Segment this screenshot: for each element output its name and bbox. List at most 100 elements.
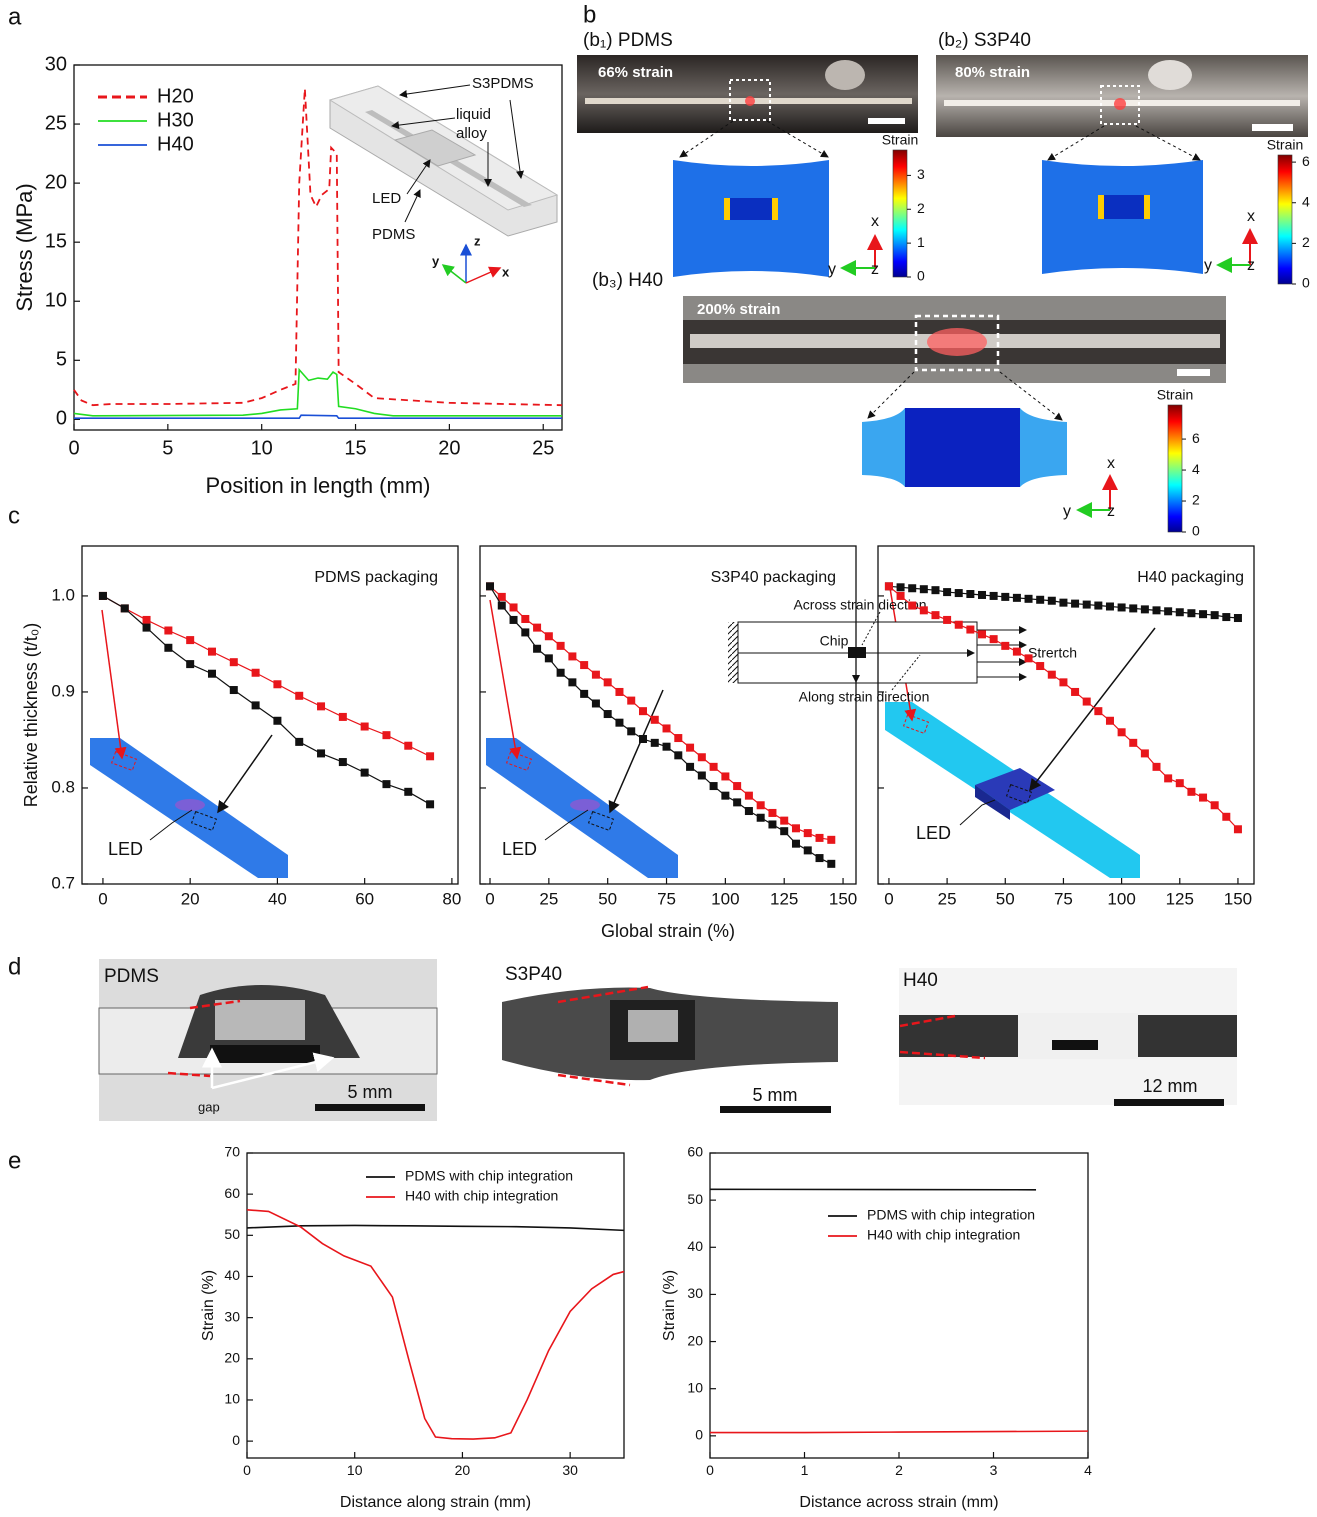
data-point	[580, 690, 588, 698]
data-point	[978, 630, 986, 638]
data-point	[816, 834, 824, 842]
data-point	[908, 584, 916, 592]
data-point	[604, 678, 612, 686]
colorbar-tick-label: 4	[1302, 193, 1310, 209]
y-tick-label: 70	[224, 1144, 240, 1160]
y-tick-label: 15	[45, 230, 67, 252]
data-point	[1059, 678, 1067, 686]
x-axis-label: Position in length (mm)	[206, 473, 431, 498]
y-tick-label: 0.8	[51, 777, 75, 796]
y-axis-label: Strain (%)	[200, 1270, 217, 1341]
data-point	[1141, 605, 1149, 613]
data-point	[663, 724, 671, 732]
data-point	[955, 589, 963, 597]
data-point	[557, 669, 565, 677]
x-tick-label: 5	[162, 437, 173, 459]
data-line	[247, 1210, 624, 1439]
x-tick-label: 150	[1224, 890, 1252, 909]
legend-label: PDMS with chip integration	[867, 1207, 1035, 1223]
x-axis-label: Global strain (%)	[601, 921, 735, 941]
data-point	[768, 809, 776, 817]
data-point	[1036, 596, 1044, 604]
data-point	[295, 692, 303, 700]
panel-label: a	[8, 3, 22, 30]
data-point	[651, 716, 659, 724]
data-point	[339, 713, 347, 721]
photo-label: PDMS	[104, 966, 159, 987]
annotation: alloy	[456, 125, 487, 142]
strain-label: 200% strain	[697, 301, 780, 318]
y-tick-label: 10	[687, 1379, 703, 1395]
annotation: H40 packaging	[1137, 569, 1244, 586]
data-point	[1071, 688, 1079, 696]
data-point	[931, 586, 939, 594]
y-tick-label: 0	[232, 1432, 240, 1448]
y-tick-label: 0.9	[51, 681, 75, 700]
data-line	[74, 370, 562, 416]
data-point	[404, 788, 412, 796]
annotation: liquid	[456, 106, 491, 123]
colorbar-title: Strain	[1157, 387, 1194, 403]
data-point	[339, 758, 347, 766]
data-line	[74, 89, 562, 406]
y-tick-label: 10	[45, 290, 67, 312]
data-point	[733, 782, 741, 790]
strain-photo-b2	[936, 55, 1308, 274]
data-point	[521, 628, 529, 636]
data-point	[1176, 779, 1184, 787]
data-point	[186, 636, 194, 644]
x-axis-label: Distance across strain (mm)	[799, 1494, 998, 1511]
data-point	[1094, 707, 1102, 715]
x-tick-label: 2	[895, 1462, 903, 1478]
data-point	[1106, 602, 1114, 610]
annotation: S3P40 packaging	[711, 569, 836, 586]
x-tick-label: 100	[711, 890, 739, 909]
data-point	[143, 624, 151, 632]
data-point	[1013, 648, 1021, 656]
data-point	[1071, 600, 1079, 608]
data-point	[1176, 608, 1184, 616]
x-axis-label: Distance along strain (mm)	[340, 1494, 531, 1511]
data-point	[604, 710, 612, 718]
data-point	[273, 717, 281, 725]
data-point	[745, 792, 753, 800]
data-point	[545, 632, 553, 640]
data-point	[1118, 603, 1126, 611]
data-point	[721, 772, 729, 780]
strain-photo-b1	[577, 55, 918, 277]
annotation: gap	[198, 1099, 220, 1114]
data-point	[1153, 606, 1161, 614]
data-point	[568, 678, 576, 686]
data-point	[382, 731, 390, 739]
x-tick-label: 15	[344, 437, 366, 459]
legend-label: H40 with chip integration	[867, 1227, 1020, 1243]
legend-label: H40	[157, 133, 194, 155]
axis-name: z	[1107, 503, 1115, 520]
data-point	[757, 814, 765, 822]
x-tick-label: 75	[1054, 890, 1073, 909]
data-point	[1164, 607, 1172, 615]
colorbar-title: Strain	[882, 132, 919, 148]
data-point	[1199, 794, 1207, 802]
data-point	[252, 701, 260, 709]
data-point	[592, 671, 600, 679]
x-tick-label: 100	[1107, 890, 1135, 909]
data-point	[426, 800, 434, 808]
y-tick-label: 60	[224, 1185, 240, 1201]
panel-label: c	[8, 502, 20, 529]
colorbar-tick-label: 6	[1302, 153, 1310, 169]
panel-label: d	[8, 953, 21, 980]
thickness-inset	[90, 588, 1155, 878]
x-tick-label: 150	[829, 890, 857, 909]
scale-label: 12 mm	[1142, 1076, 1197, 1096]
data-point	[592, 699, 600, 707]
data-point	[498, 602, 506, 610]
data-point	[780, 817, 788, 825]
data-point	[1036, 662, 1044, 670]
data-point	[816, 854, 824, 862]
data-point	[1187, 788, 1195, 796]
data-point	[510, 616, 518, 624]
data-point	[990, 592, 998, 600]
data-point	[943, 616, 951, 624]
plot-frame	[710, 1153, 1088, 1458]
